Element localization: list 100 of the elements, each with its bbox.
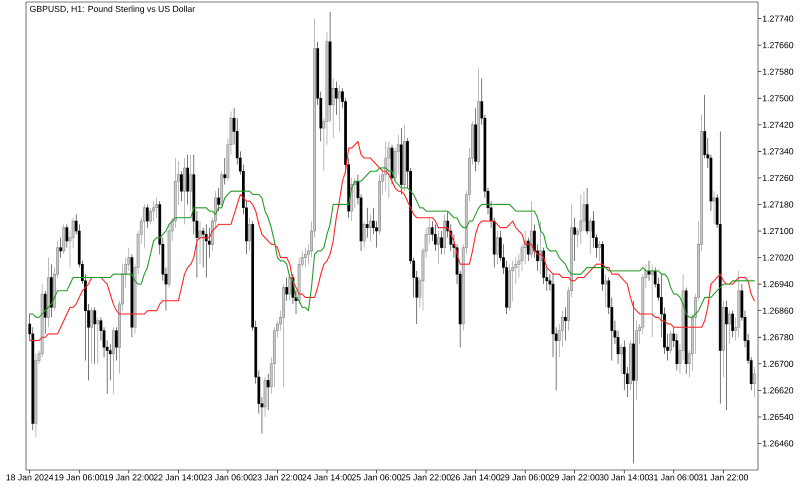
- y-tick-label: 1.27260: [762, 174, 794, 181]
- candlestick: [601, 240, 604, 292]
- candlestick: [616, 330, 620, 364]
- candlestick: [474, 108, 477, 172]
- candlestick: [514, 257, 518, 284]
- candlestick: [622, 340, 626, 391]
- candlestick: [737, 270, 740, 338]
- candlestick: [440, 230, 443, 255]
- candlestick: [183, 158, 186, 225]
- chart-title: GBPUSD, H1: Pound Sterling vs US Dollar: [30, 6, 195, 14]
- candlestick: [127, 247, 130, 272]
- y-tick-label: 1.27180: [762, 201, 794, 208]
- candlestick: [328, 12, 332, 122]
- candlestick: [152, 200, 155, 222]
- x-tick-label: 25 Jan 22:00: [401, 474, 451, 480]
- candlestick: [573, 217, 576, 262]
- candlestick: [598, 240, 601, 262]
- x-tick-label: 23 Jan 22:00: [252, 474, 302, 480]
- x-tick-label: 18 Jan 2024: [6, 474, 54, 480]
- candlestick: [505, 260, 508, 314]
- candlestick: [332, 78, 335, 138]
- candlestick: [684, 287, 688, 374]
- y-tick-label: 1.27740: [762, 16, 794, 22]
- candlestick: [189, 154, 192, 212]
- x-tick-label: 22 Jan 14:00: [154, 474, 204, 480]
- y-tick-label: 1.26780: [762, 334, 794, 340]
- candlestick: [34, 354, 38, 438]
- candlestick: [629, 340, 632, 391]
- y-tick-label: 1.26700: [762, 360, 794, 367]
- candlestick: [635, 320, 638, 401]
- x-tick-label: 25 Jan 06:00: [352, 474, 402, 480]
- candlestick: [168, 224, 170, 288]
- candlestick: [186, 154, 190, 205]
- x-tick-label: 24 Jan 14:00: [302, 474, 352, 480]
- candlestick: [560, 310, 564, 348]
- candlestick: [675, 334, 678, 371]
- x-tick-label: 31 Jan 06:00: [649, 474, 698, 480]
- candlestick: [752, 366, 756, 398]
- candlestick: [149, 208, 152, 225]
- candlestick: [304, 247, 307, 268]
- candlestick: [180, 171, 183, 202]
- candlestick: [443, 214, 446, 255]
- x-tick-label: 23 Jan 06:00: [203, 474, 253, 480]
- y-tick-label: 1.27020: [762, 254, 794, 261]
- candlestick: [641, 274, 644, 334]
- candlestick: [142, 204, 146, 248]
- candlestick: [632, 300, 635, 464]
- y-tick-label: 1.27500: [762, 95, 794, 102]
- x-tick-label: 29 Jan 22:00: [550, 474, 600, 480]
- candlestick: [264, 376, 266, 418]
- x-tick-label: 26 Jan 14:00: [450, 474, 500, 480]
- candlestick: [366, 208, 369, 238]
- candlestick: [202, 227, 205, 268]
- candlestick: [266, 373, 270, 411]
- y-tick-label: 1.27340: [762, 148, 794, 154]
- candlestick: [592, 210, 595, 248]
- candlestick: [580, 194, 582, 245]
- y-tick-label: 1.27420: [762, 122, 794, 128]
- candlestick: [375, 220, 378, 248]
- candlestick: [338, 84, 341, 132]
- candlestick: [430, 220, 434, 242]
- x-tick-label: 19 Jan 22:00: [104, 474, 154, 480]
- candlestick: [434, 224, 437, 252]
- candlestick: [533, 224, 536, 258]
- candlestick: [682, 274, 684, 361]
- y-tick-label: 1.26540: [762, 414, 794, 420]
- candlestick: [604, 274, 608, 308]
- candlestick: [334, 81, 338, 116]
- x-tick-label: 30 Jan 14:00: [600, 474, 649, 480]
- y-tick-label: 1.26620: [762, 387, 794, 394]
- candlestick: [712, 190, 716, 225]
- candlestick: [198, 220, 202, 264]
- candlestick: [725, 300, 728, 411]
- candlestick: [155, 198, 158, 218]
- candlestick: [390, 144, 394, 185]
- candlestick: [248, 217, 251, 252]
- candlestick: [564, 307, 567, 341]
- candlestick: [192, 154, 196, 235]
- candlestick: [400, 128, 403, 195]
- y-tick-label: 1.26860: [762, 308, 794, 314]
- candlestick: [588, 217, 592, 255]
- candlestick: [496, 230, 499, 264]
- y-tick-label: 1.27100: [762, 228, 794, 234]
- candlestick: [72, 217, 74, 248]
- x-tick-label: 19 Jan 06:00: [54, 474, 104, 480]
- y-tick-label: 1.27580: [762, 68, 794, 75]
- candlestick: [539, 220, 542, 274]
- candlestick: [520, 244, 524, 272]
- candlestick: [326, 32, 328, 145]
- x-tick-label: 29 Jan 06:00: [500, 474, 550, 480]
- candlestick: [552, 274, 554, 358]
- candlestick: [437, 230, 440, 264]
- candlestick: [710, 154, 712, 212]
- y-tick-label: 1.27660: [762, 42, 794, 48]
- x-tick-label: 31 Jan 22:00: [698, 474, 748, 480]
- candlestick: [388, 141, 390, 198]
- candlestick: [372, 208, 375, 235]
- y-tick-label: 1.26460: [762, 440, 794, 447]
- candlestick: [368, 214, 372, 242]
- y-tick-label: 1.26940: [762, 281, 794, 288]
